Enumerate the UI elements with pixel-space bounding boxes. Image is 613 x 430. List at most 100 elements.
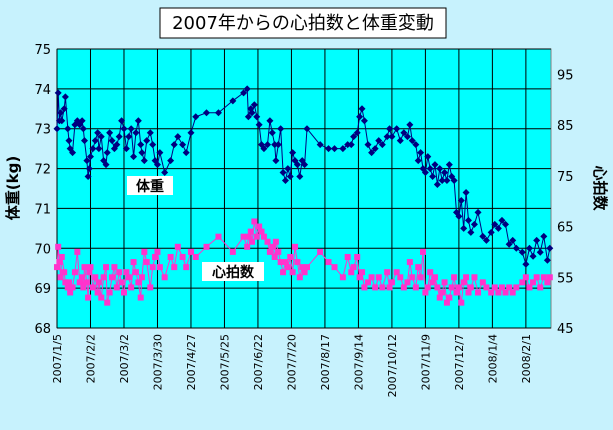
data-point-heart-rate: [479, 279, 486, 286]
data-point-weight: [436, 165, 444, 173]
data-point-weight: [89, 145, 97, 153]
data-point-heart-rate: [74, 248, 81, 255]
data-point-weight: [375, 137, 383, 145]
data-point-weight: [464, 216, 472, 224]
data-point-heart-rate: [533, 274, 540, 281]
data-point-heart-rate: [275, 248, 282, 255]
data-point-heart-rate: [471, 274, 478, 281]
data-point-heart-rate: [375, 274, 382, 281]
data-point-weight: [450, 177, 458, 185]
data-point-heart-rate: [256, 223, 263, 230]
data-point-heart-rate: [111, 264, 118, 271]
data-point-weight: [487, 228, 495, 236]
y-tick-label-left: 75: [34, 43, 51, 58]
data-point-heart-rate: [54, 264, 60, 271]
data-point-heart-rate: [491, 284, 498, 291]
data-point-heart-rate: [384, 269, 391, 276]
data-point-heart-rate: [248, 238, 255, 245]
data-point-heart-rate: [287, 253, 294, 260]
data-point-heart-rate: [55, 243, 62, 250]
data-point-weight: [81, 137, 89, 145]
data-point-weight: [250, 101, 258, 109]
y-tick-label-right: 75: [557, 170, 574, 185]
data-point-weight: [470, 220, 478, 228]
x-tick-label: 2008/1/4: [486, 334, 499, 383]
data-point-heart-rate: [406, 259, 413, 266]
data-point-heart-rate: [519, 279, 526, 286]
data-point-heart-rate: [475, 289, 482, 296]
data-point-weight: [433, 181, 441, 189]
data-point-weight: [378, 141, 386, 149]
data-point-weight: [445, 161, 453, 169]
data-point-weight: [153, 161, 161, 169]
data-point-heart-rate: [56, 259, 63, 266]
series-label-weight: 体重: [136, 178, 164, 195]
data-point-heart-rate: [272, 238, 279, 245]
data-point-heart-rate: [62, 279, 69, 286]
data-point-weight: [371, 145, 379, 153]
data-point-heart-rate: [247, 228, 254, 235]
data-point-heart-rate: [143, 259, 150, 266]
data-point-heart-rate: [85, 294, 92, 301]
data-point-heart-rate: [546, 274, 553, 281]
data-point-heart-rate: [495, 289, 502, 296]
data-point-weight: [132, 129, 140, 137]
x-tick-label: 2007/8/17: [319, 334, 332, 390]
data-point-weight: [339, 145, 347, 153]
data-point-heart-rate: [453, 289, 460, 296]
data-point-weight: [438, 177, 446, 185]
data-point-heart-rate: [289, 269, 296, 276]
data-point-heart-rate: [135, 279, 142, 286]
data-point-heart-rate: [83, 279, 90, 286]
data-point-heart-rate: [467, 284, 474, 291]
data-point-heart-rate: [87, 264, 94, 271]
data-point-heart-rate: [264, 238, 271, 245]
data-point-weight: [403, 133, 411, 141]
x-tick-label: 2007/1/5: [51, 334, 64, 383]
data-point-weight: [303, 125, 311, 133]
data-point-heart-rate: [244, 243, 251, 250]
x-tick-label: 2007/9/14: [352, 334, 365, 390]
data-point-weight: [512, 244, 520, 252]
x-tick-label: 2007/3/30: [151, 334, 164, 390]
data-point-heart-rate: [104, 299, 111, 306]
data-point-weight: [396, 137, 404, 145]
data-point-weight: [127, 125, 135, 133]
data-point-weight: [146, 129, 154, 137]
data-point-heart-rate: [149, 264, 156, 271]
data-point-heart-rate: [544, 279, 551, 286]
data-point-weight: [457, 196, 465, 204]
tick-layer: 68 69 70 71 72 73 74 75 45 55 65 75 85 95 2007/1/5 2007…: [34, 43, 573, 397]
data-point-weight: [140, 157, 148, 165]
data-point-weight: [400, 129, 408, 137]
data-point-weight: [134, 117, 142, 125]
data-point-heart-rate: [277, 259, 284, 266]
x-tick-label: 2007/12/7: [453, 334, 466, 390]
data-point-heart-rate: [339, 274, 346, 281]
data-point-heart-rate: [439, 289, 446, 296]
data-point-weight: [272, 157, 280, 165]
data-point-heart-rate: [434, 284, 441, 291]
data-point-weight: [431, 161, 439, 169]
data-point-heart-rate: [540, 274, 547, 281]
data-point-heart-rate: [441, 279, 448, 286]
data-point-weight: [243, 85, 251, 93]
data-point-heart-rate: [138, 274, 145, 281]
y-tick-label-right: 85: [557, 119, 574, 134]
data-point-weight: [103, 149, 111, 157]
data-point-heart-rate: [61, 269, 68, 276]
data-point-weight: [331, 145, 339, 153]
data-point-weight: [455, 212, 463, 220]
data-point-heart-rate: [429, 279, 436, 286]
data-point-heart-rate: [303, 264, 310, 271]
data-point-weight: [53, 125, 61, 133]
data-point-heart-rate: [513, 284, 520, 291]
data-point-weight: [293, 161, 301, 169]
data-point-weight: [417, 149, 425, 157]
data-point-weight: [368, 149, 376, 157]
data-point-weight: [214, 109, 222, 117]
data-point-heart-rate: [379, 284, 386, 291]
data-point-weight: [229, 97, 237, 105]
data-point-weight: [498, 216, 506, 224]
chart-title: 2007年からの心拍数と体重変動: [172, 13, 434, 34]
